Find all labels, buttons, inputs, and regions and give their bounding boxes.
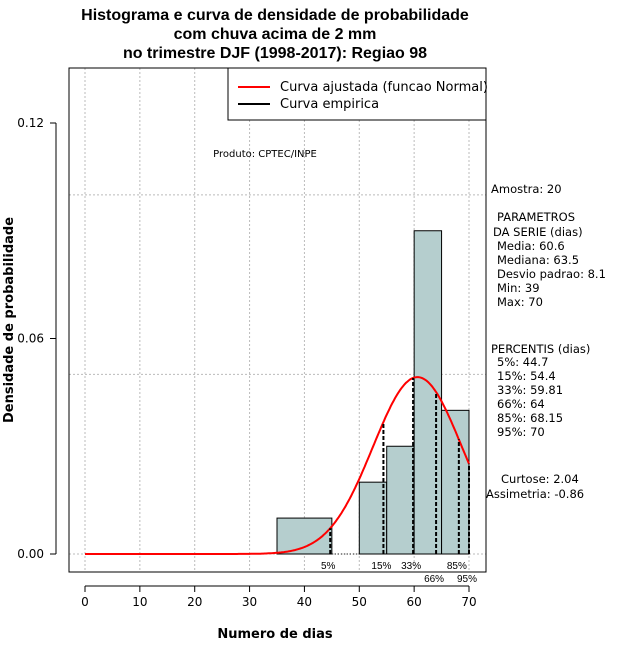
percentile-label: 33% xyxy=(401,561,421,572)
side-stat-text: Desvio padrao: 8.1 xyxy=(497,267,606,281)
percentile-label: 66% xyxy=(424,574,444,585)
side-stat-text: Min: 39 xyxy=(497,281,540,295)
chart-title: com chuva acima de 2 mm xyxy=(174,26,377,43)
percentile-label: 5% xyxy=(321,561,336,572)
side-stat-text: PARAMETROS xyxy=(497,210,575,224)
histogram-bar xyxy=(386,445,415,555)
x-tick-label: 60 xyxy=(407,595,422,609)
side-stat-text: Mediana: 63.5 xyxy=(497,253,579,267)
side-stat-text: 15%: 54.4 xyxy=(497,369,556,383)
percentile-label: 95% xyxy=(457,574,477,585)
side-stat-text: 95%: 70 xyxy=(497,425,545,439)
side-stat-text: 66%: 64 xyxy=(497,397,545,411)
x-tick-label: 30 xyxy=(242,595,257,609)
normal-curve xyxy=(85,376,470,555)
chart-title: Histograma e curva de densidade de proba… xyxy=(81,7,469,24)
side-stat-text: DA SERIE (dias) xyxy=(493,225,583,239)
side-stat-text: Curtose: 2.04 xyxy=(501,472,579,486)
histogram-bar xyxy=(358,481,388,555)
side-stat-text: 85%: 68.15 xyxy=(497,411,563,425)
side-stat-text: 33%: 59.81 xyxy=(497,383,563,397)
legend-label: Curva ajustada (funcao Normal) xyxy=(280,80,488,95)
x-axis-label: Numero de dias xyxy=(217,627,333,642)
legend-label: Curva empirica xyxy=(280,97,379,112)
side-stat-text: Max: 70 xyxy=(497,295,543,309)
x-tick-label: 70 xyxy=(461,595,476,609)
y-tick-label: 0.06 xyxy=(17,332,44,346)
side-stat-text: PERCENTIS (dias) xyxy=(491,342,590,356)
x-tick-label: 40 xyxy=(297,595,312,609)
percentile-label: 85% xyxy=(447,561,467,572)
x-tick-label: 20 xyxy=(187,595,202,609)
y-tick-label: 0.12 xyxy=(17,116,44,130)
side-stat-text: Amostra: 20 xyxy=(491,182,562,196)
y-tick-label: 0.00 xyxy=(17,547,44,561)
product-annotation: Produto: CPTEC/INPE xyxy=(213,149,317,160)
chart-title: no trimestre DJF (1998-2017): Regiao 98 xyxy=(123,45,427,62)
y-axis-label: Densidade de probabilidade xyxy=(2,217,17,423)
side-stat-text: Media: 60.6 xyxy=(497,239,565,253)
percentile-label: 15% xyxy=(371,561,391,572)
side-stat-text: 5%: 44.7 xyxy=(497,355,548,369)
legend-box xyxy=(227,67,487,121)
side-stat-text: Assimetria: -0.86 xyxy=(486,487,584,501)
x-tick-label: 50 xyxy=(352,595,367,609)
x-tick-label: 0 xyxy=(81,595,89,609)
x-tick-label: 10 xyxy=(132,595,147,609)
histogram-bar xyxy=(441,409,470,555)
